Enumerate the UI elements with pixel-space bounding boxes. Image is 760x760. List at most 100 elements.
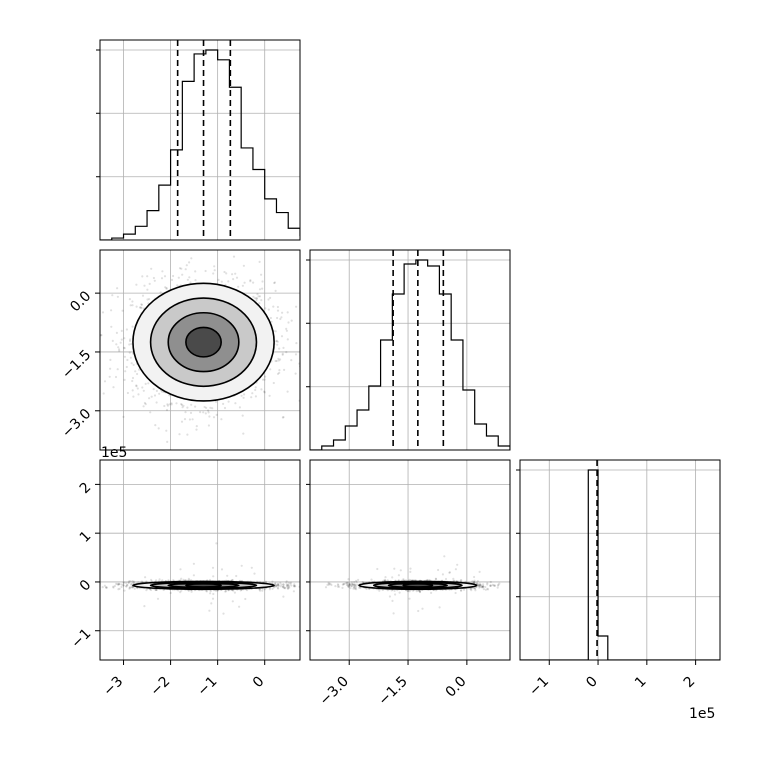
sample-point <box>231 600 234 603</box>
sample-point <box>245 589 249 592</box>
sample-point <box>140 303 143 306</box>
sample-point <box>278 371 281 374</box>
sample-point <box>276 372 280 375</box>
sample-point <box>279 317 282 321</box>
sample-point <box>186 278 189 281</box>
sample-point <box>185 264 188 267</box>
sample-point <box>205 406 208 409</box>
sample-point <box>199 65 201 67</box>
sample-point <box>280 583 283 586</box>
sample-point <box>353 584 356 587</box>
sample-point <box>165 287 168 290</box>
sample-point <box>126 391 129 395</box>
sample-point <box>254 83 256 85</box>
sample-point <box>199 411 202 414</box>
sample-point <box>213 265 216 268</box>
sample-point <box>155 588 158 592</box>
sample-point <box>141 275 144 278</box>
sample-point <box>275 340 278 343</box>
sample-point <box>207 411 210 414</box>
sample-point <box>280 335 284 338</box>
sample-point <box>208 415 211 418</box>
sample-point <box>128 580 131 583</box>
sample-point <box>101 311 105 314</box>
sample-point <box>276 316 279 320</box>
sample-point <box>288 586 291 589</box>
sample-point <box>165 286 168 290</box>
sample-point <box>276 305 279 309</box>
sample-point <box>122 415 125 418</box>
sample-point <box>194 405 197 408</box>
sample-point <box>174 167 176 169</box>
sample-point <box>208 609 211 612</box>
sample-point <box>281 311 284 314</box>
sample-point <box>126 358 129 362</box>
sample-point <box>282 346 285 349</box>
hist-panel-2 <box>516 459 721 661</box>
sample-point <box>253 572 256 575</box>
sample-point <box>112 585 115 588</box>
sample-point <box>394 593 397 596</box>
sample-point <box>258 295 262 298</box>
sample-point <box>120 583 123 586</box>
sample-point <box>214 400 218 403</box>
contour-3 <box>132 580 275 591</box>
sample-point <box>150 588 153 592</box>
sample-point <box>115 331 118 334</box>
sample-point <box>274 582 277 586</box>
sample-point <box>118 587 121 590</box>
sample-point <box>131 580 134 583</box>
sample-point <box>224 245 226 247</box>
sample-point <box>231 578 234 582</box>
sample-point <box>272 305 275 308</box>
sample-point <box>122 584 125 587</box>
panel-frame <box>99 39 301 241</box>
sample-point <box>178 267 182 270</box>
hist-panel-0 <box>96 39 301 241</box>
sample-point <box>113 584 116 588</box>
sample-point <box>172 274 175 278</box>
sample-point <box>273 281 276 285</box>
sample-point <box>180 577 183 580</box>
sample-point <box>238 406 241 409</box>
sample-point <box>233 591 236 594</box>
sample-point <box>147 382 150 385</box>
sample-point <box>255 299 258 302</box>
sample-point <box>261 719 263 721</box>
sample-point <box>169 591 172 595</box>
sample-point <box>479 583 482 587</box>
sample-point <box>235 184 237 186</box>
sample-point <box>135 384 138 387</box>
sample-point <box>276 586 279 589</box>
sample-point <box>226 574 229 577</box>
sample-point <box>480 586 484 589</box>
contour-2 <box>149 297 258 388</box>
sample-point <box>353 581 356 584</box>
sample-point <box>241 284 244 287</box>
sample-point <box>117 346 120 349</box>
sample-point <box>110 309 113 312</box>
sample-point <box>195 425 198 428</box>
sample-point <box>132 395 135 398</box>
sample-point <box>355 581 358 584</box>
sample-point <box>277 584 280 587</box>
sample-point <box>279 358 282 361</box>
sample-point <box>232 255 236 258</box>
sample-point <box>111 339 114 342</box>
sample-point <box>180 589 183 592</box>
sample-point <box>178 433 181 436</box>
hist-panel-1 <box>306 249 511 451</box>
sample-point <box>286 585 289 589</box>
sample-point <box>128 351 131 354</box>
sample-point <box>234 272 237 275</box>
sample-point <box>277 359 280 362</box>
sample-point <box>264 580 267 583</box>
sample-point <box>315 588 317 590</box>
sample-point <box>160 277 164 280</box>
sample-point <box>278 347 281 350</box>
sample-point <box>418 590 422 594</box>
sample-point <box>115 582 118 586</box>
sample-point <box>123 589 126 592</box>
sample-point <box>274 581 277 585</box>
sample-point <box>211 407 214 410</box>
